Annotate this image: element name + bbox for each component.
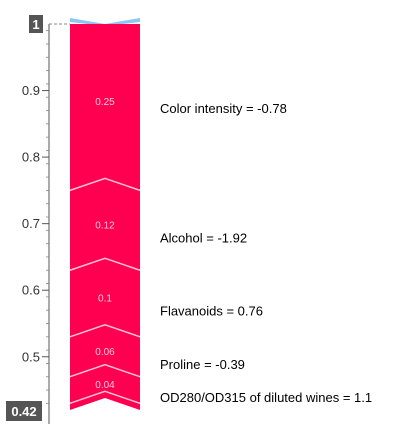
- force-segment: [70, 324, 140, 377]
- segment-divider: [69, 177, 141, 192]
- segment-value-label: 0.1: [98, 294, 112, 305]
- feature-label: Flavanoids = 0.76: [160, 304, 263, 319]
- feature-label: Proline = -0.39: [160, 357, 245, 372]
- segment-divider: [69, 363, 141, 378]
- segment-value-label: 0.04: [95, 380, 115, 391]
- force-segment: [70, 364, 140, 404]
- tick-label: 0.7: [22, 216, 40, 231]
- force-bar: 0.25 0.12 0.1 0.06 0.04: [69, 18, 141, 410]
- top-value-text: 1: [32, 17, 39, 32]
- segment-value-label: 0.06: [95, 347, 115, 358]
- bottom-value-badge: [6, 401, 42, 421]
- segment-divider: [69, 257, 141, 271]
- feature-label: Alcohol = -1.92: [160, 230, 247, 245]
- tick-label: 0.6: [22, 283, 40, 298]
- segment-divider: [69, 390, 141, 405]
- top-value-badge: [29, 15, 43, 33]
- force-segment: [70, 391, 140, 410]
- tick-label: 0.8: [22, 150, 40, 165]
- segment-divider: [69, 324, 141, 338]
- force-segment: [70, 24, 140, 191]
- force-segment: [70, 178, 140, 271]
- tick-label: 0.9: [22, 83, 40, 98]
- feature-label: Color intensity = -0.78: [160, 101, 287, 116]
- feature-labels: Color intensity = -0.78 Alcohol = -1.92 Fl…: [160, 101, 372, 405]
- force-segment: [70, 258, 140, 337]
- bottom-value-text: 0.42: [11, 404, 36, 419]
- value-badges: 10.42: [6, 15, 43, 421]
- segment-value-label: 0.25: [95, 97, 115, 108]
- segment-value-label: 0.12: [95, 220, 115, 231]
- feature-label: OD280/OD315 of diluted wines = 1.1: [160, 390, 372, 405]
- y-axis: 0.9 0.8 0.7 0.6 0.5: [22, 23, 70, 424]
- tick-label: 0.5: [22, 349, 40, 364]
